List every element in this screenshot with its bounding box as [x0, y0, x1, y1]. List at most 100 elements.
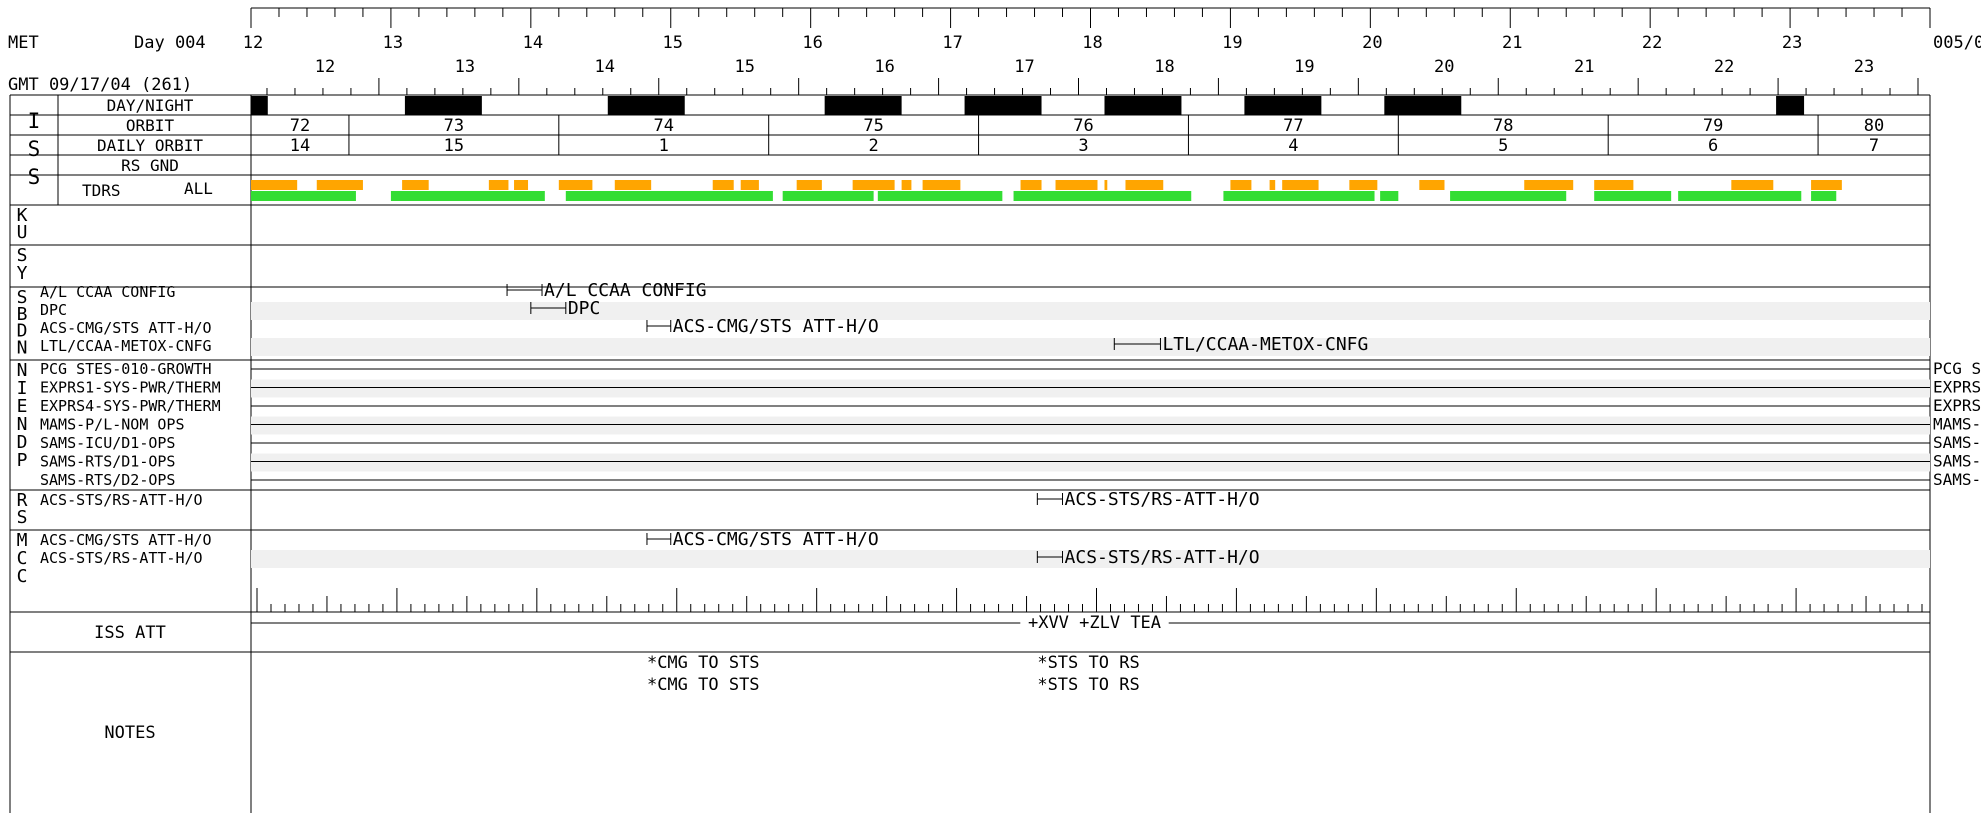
activity-bar-label: ACS-STS/RS-ATT-H/O — [1065, 547, 1260, 568]
orbit-label: 79 — [1703, 116, 1723, 136]
payload-group-letter: N — [17, 360, 28, 381]
iss-section: DAY/NIGHT ORBIT DAILY ORBIT RS GND TDRS … — [28, 96, 1930, 201]
orbit-label: 78 — [1493, 116, 1513, 136]
met-hour-label: 20 — [1362, 33, 1382, 53]
activity-bar-label: ACS-CMG/STS ATT-H/O — [673, 316, 879, 337]
iss-group-letter: S — [28, 165, 41, 189]
tdrs-green-bar — [1811, 191, 1837, 201]
gmt-hour-label: 19 — [1294, 57, 1314, 77]
payload-row-label: PCG STES-010-GROWTH — [40, 360, 212, 378]
gmt-hour-label: 13 — [455, 57, 475, 77]
met-hour-label: 16 — [802, 33, 822, 53]
activity-bar-label: DPC — [568, 298, 601, 319]
activity-bar-label: LTL/CCAA-METOX-CNFG — [1162, 334, 1368, 355]
row-stripe — [251, 338, 1930, 356]
mcc-group-letter: M — [17, 530, 28, 551]
payload-group-letter: I — [17, 378, 28, 399]
activity-row-label: ACS-CMG/STS ATT-H/O — [40, 319, 212, 337]
orbit-label: 77 — [1283, 116, 1303, 136]
sbdn-group-letter: N — [17, 337, 28, 358]
rs-group-letter: R — [17, 490, 28, 511]
gmt-hour-label: 16 — [874, 57, 894, 77]
tdrs-orange-bar — [796, 180, 822, 190]
row-stripe — [251, 453, 1930, 472]
tdrs-orange-bar — [1055, 180, 1098, 190]
orbit-label: 74 — [654, 116, 674, 136]
mcc-group-letter: C — [17, 548, 28, 569]
gmt-hour-label: 21 — [1574, 57, 1594, 77]
tdrs-green-bar — [565, 191, 773, 201]
tdrs-green-bar — [1223, 191, 1375, 201]
gmt-hour-label: 15 — [734, 57, 754, 77]
night-bar — [1384, 96, 1462, 115]
gmt-hour-label: 18 — [1154, 57, 1174, 77]
gmt-hour-label: 23 — [1854, 57, 1874, 77]
row-label-daily-orbit: DAILY ORBIT — [97, 136, 203, 155]
night-bar — [824, 96, 902, 115]
daily-orbit-label: 5 — [1498, 136, 1508, 156]
sbdn-group-letter: B — [17, 304, 28, 325]
tdrs-orange-bar — [852, 180, 895, 190]
tdrs-orange-bar — [922, 180, 961, 190]
tdrs-orange-bar — [712, 180, 734, 190]
payload-tail-label: EXPRS — [1933, 396, 1981, 415]
tdrs-orange-bar — [402, 180, 429, 190]
met-hour-label: 13 — [383, 33, 403, 53]
met-hour-label: 14 — [523, 33, 543, 53]
gmt-hour-label: 20 — [1434, 57, 1454, 77]
met-hour-label: 23 — [1782, 33, 1802, 53]
daily-orbit-label: 2 — [869, 136, 879, 156]
night-bar — [404, 96, 482, 115]
activity-bar-label: ACS-CMG/STS ATT-H/O — [673, 529, 879, 550]
payload-tail-label: SAMS- — [1933, 433, 1981, 452]
payload-row-label: MAMS-P/L-NOM OPS — [40, 416, 185, 434]
daily-orbit-label: 6 — [1708, 136, 1718, 156]
iss-group-letter: I — [28, 109, 41, 133]
row-stripe — [251, 550, 1930, 568]
note-text: *CMG TO STS — [647, 653, 760, 673]
gmt-hour-label: 17 — [1014, 57, 1034, 77]
payload-tail-label: PCG S — [1933, 359, 1981, 378]
row-label-day-night: DAY/NIGHT — [107, 96, 194, 115]
ku-band-group-letter: K — [17, 205, 28, 226]
gmt-hour-label: 12 — [315, 57, 335, 77]
sbdn-group-letter: D — [17, 321, 28, 342]
payload-row-label: EXPRS4-SYS-PWR/THERM — [40, 397, 221, 415]
tdrs-orange-bar — [1125, 180, 1164, 190]
tdrs-orange-bar — [1282, 180, 1319, 190]
tdrs-green-bar — [251, 191, 356, 201]
payload-row-label: SAMS-ICU/D1-OPS — [40, 434, 175, 452]
tdrs-green-bar — [1380, 191, 1399, 201]
night-bar — [251, 96, 268, 115]
s-band-group-letter: S — [17, 245, 28, 266]
met-hour-label: 19 — [1222, 33, 1242, 53]
tdrs-orange-bar — [316, 180, 363, 190]
payload-row-label: SAMS-RTS/D2-OPS — [40, 471, 175, 489]
tdrs-orange-bar — [1594, 180, 1634, 190]
met-label: MET — [8, 33, 39, 53]
tdrs-green-bar — [1594, 191, 1672, 201]
tdrs-green-bar — [877, 191, 1003, 201]
tdrs-orange-bar — [251, 180, 298, 190]
rs-row-label: ACS-STS/RS-ATT-H/O — [40, 491, 203, 509]
daily-orbit-label: 3 — [1078, 136, 1088, 156]
tdrs-orange-bar — [488, 180, 509, 190]
activity-row-label: DPC — [40, 301, 67, 319]
note-text: *CMG TO STS — [647, 675, 760, 695]
payload-tail-label: SAMS- — [1933, 452, 1981, 471]
mcc-row-label: ACS-STS/RS-ATT-H/O — [40, 549, 203, 567]
orbit-label: 76 — [1073, 116, 1093, 136]
activity-bar-label: ACS-STS/RS-ATT-H/O — [1065, 489, 1260, 510]
s-band-group-letter: Y — [17, 263, 28, 284]
row-label-tdrs: TDRS — [82, 181, 121, 200]
activity-row-label: A/L CCAA CONFIG — [40, 283, 175, 301]
note-text: *STS TO RS — [1037, 653, 1139, 673]
row-label-orbit: ORBIT — [126, 116, 175, 135]
night-bar — [607, 96, 685, 115]
daily-orbit-label: 14 — [290, 136, 310, 156]
tdrs-green-bar — [782, 191, 874, 201]
orbit-label: 75 — [863, 116, 883, 136]
payload-group-letter: E — [17, 396, 28, 417]
